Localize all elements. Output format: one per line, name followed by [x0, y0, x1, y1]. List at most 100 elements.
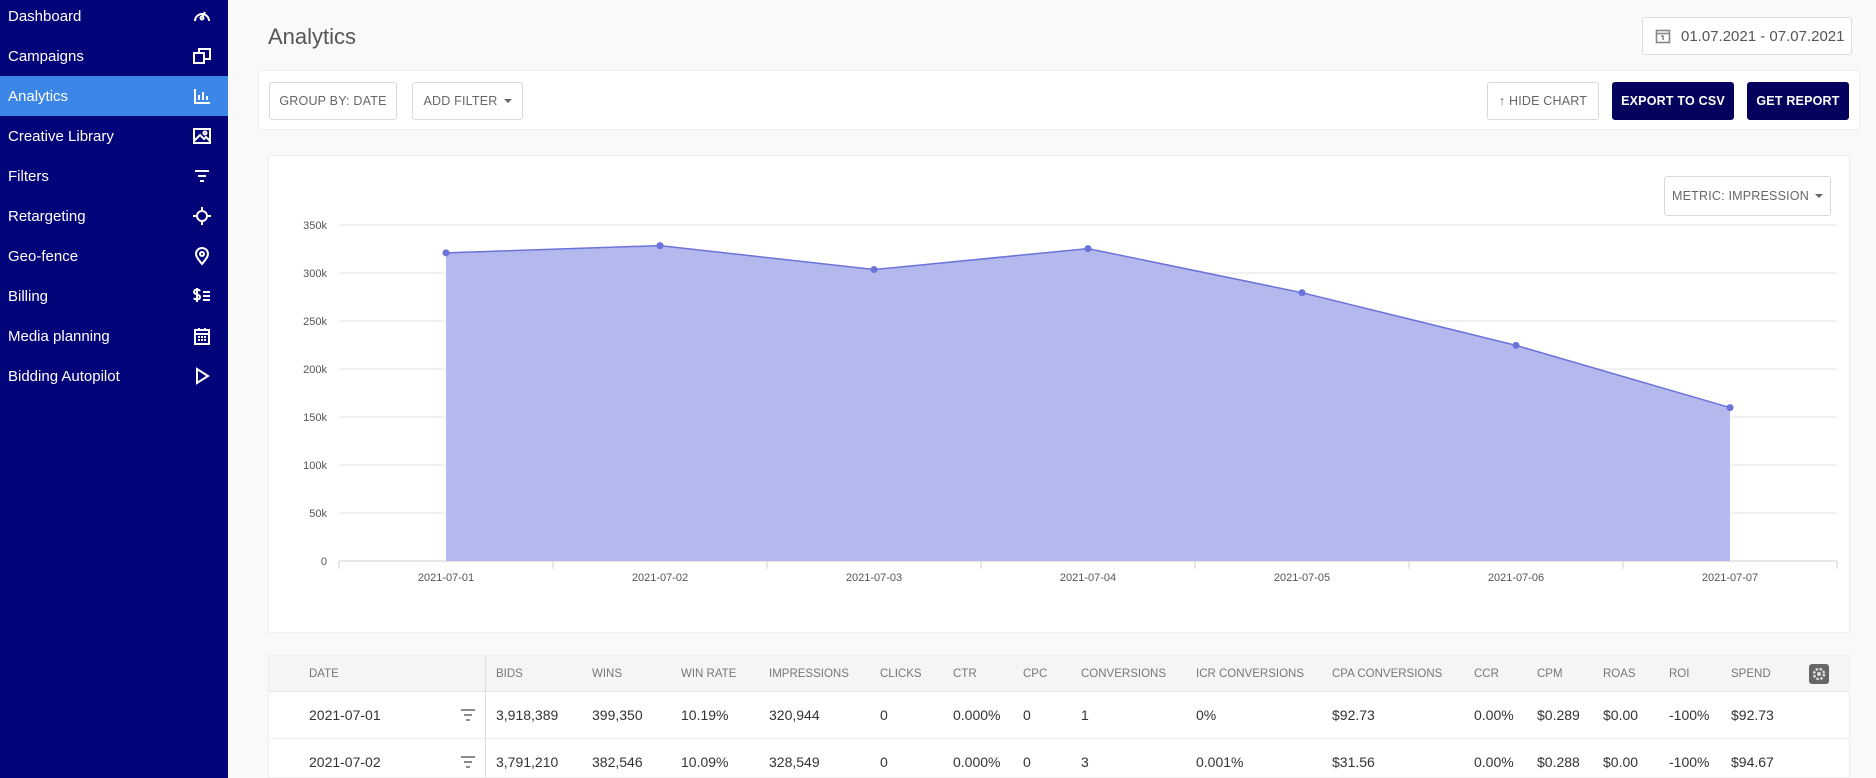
- cell-win-rate: 10.09%: [681, 754, 729, 770]
- y-tick-label: 0: [321, 556, 327, 568]
- gear-icon[interactable]: [1809, 664, 1829, 684]
- y-tick-label: 100k: [303, 460, 327, 472]
- data-point: [870, 266, 878, 274]
- hide-chart-label: ↑ HIDE CHART: [1498, 94, 1588, 108]
- x-tick-label: 2021-07-01: [418, 572, 474, 584]
- hide-chart-button[interactable]: ↑ HIDE CHART: [1487, 82, 1599, 120]
- play-icon: [192, 366, 212, 386]
- sidebar-item-dashboard[interactable]: Dashboard: [0, 0, 228, 36]
- header-ccr[interactable]: CCR: [1474, 668, 1499, 680]
- cell-wins: 399,350: [592, 707, 643, 723]
- sidebar: Dashboard Campaigns Analytics Creative L…: [0, 0, 228, 778]
- cell-roas: $0.00: [1603, 754, 1639, 770]
- x-tick-label: 2021-07-05: [1274, 572, 1330, 584]
- export-csv-button[interactable]: EXPORT TO CSV: [1612, 82, 1734, 120]
- analytics-table: DATE BIDS WINS WIN RATE IMPRESSIONS CLIC…: [268, 655, 1850, 778]
- header-cpc[interactable]: CPC: [1023, 668, 1048, 680]
- header-bids[interactable]: BIDS: [496, 668, 523, 680]
- sidebar-item-geo-fence[interactable]: Geo-fence: [0, 236, 228, 276]
- caret-down-icon: [1814, 194, 1823, 198]
- cell-clicks: 0: [880, 754, 888, 770]
- cell-cpm: $0.288: [1537, 754, 1580, 770]
- header-date[interactable]: DATE: [309, 668, 339, 680]
- header-conversions[interactable]: CONVERSIONS: [1081, 668, 1166, 680]
- metric-selector-label: METRIC: IMPRESSION: [1672, 189, 1809, 203]
- get-report-label: GET REPORT: [1756, 94, 1840, 108]
- sidebar-item-label: Dashboard: [8, 7, 82, 25]
- filter-icon[interactable]: [459, 754, 477, 770]
- table-row: 2021-07-02 3,791,210 382,546 10.09% 328,…: [269, 739, 1849, 777]
- y-tick-label: 300k: [303, 268, 327, 280]
- cell-date: 2021-07-02: [309, 754, 381, 770]
- sidebar-item-campaigns[interactable]: Campaigns: [0, 36, 228, 76]
- sidebar-item-label: Campaigns: [8, 47, 84, 65]
- sidebar-item-analytics[interactable]: Analytics: [0, 76, 228, 116]
- sidebar-item-creative-library[interactable]: Creative Library: [0, 116, 228, 156]
- sidebar-item-label: Bidding Autopilot: [8, 367, 120, 385]
- series-area: [446, 245, 1730, 561]
- y-tick-label: 200k: [303, 364, 327, 376]
- filter-icon: [192, 166, 212, 186]
- filter-icon[interactable]: [459, 707, 477, 723]
- date-range-picker[interactable]: 01.07.2021 - 07.07.2021: [1642, 17, 1852, 55]
- table-row: 2021-07-01 3,918,389 399,350 10.19% 320,…: [269, 692, 1849, 739]
- cell-date: 2021-07-01: [309, 707, 381, 723]
- group-by-label: GROUP BY: DATE: [279, 94, 387, 108]
- header-win-rate[interactable]: WIN RATE: [681, 668, 737, 680]
- header-ctr[interactable]: CTR: [953, 668, 977, 680]
- header-cpa-conversions[interactable]: CPA CONVERSIONS: [1332, 668, 1443, 680]
- cell-roi: -100%: [1669, 707, 1710, 723]
- metric-selector[interactable]: METRIC: IMPRESSION: [1664, 176, 1831, 216]
- header-cpm[interactable]: CPM: [1537, 668, 1563, 680]
- add-filter-label: ADD FILTER: [423, 94, 498, 108]
- header-icr-conversions[interactable]: ICR CONVERSIONS: [1196, 668, 1304, 680]
- crosshair-icon: [192, 206, 212, 226]
- add-filter-button[interactable]: ADD FILTER: [412, 82, 523, 120]
- data-point: [1084, 245, 1092, 253]
- cell-ctr: 0.000%: [953, 754, 1001, 770]
- cell-roas: $0.00: [1603, 707, 1639, 723]
- cell-icr-conversions: 0.001%: [1196, 754, 1244, 770]
- cell-conversions: 1: [1081, 707, 1089, 723]
- cell-cpa-conversions: $92.73: [1332, 707, 1375, 723]
- y-tick-label: 250k: [303, 316, 327, 328]
- sidebar-item-billing[interactable]: Billing: [0, 276, 228, 316]
- column-divider: [485, 656, 486, 777]
- cell-bids: 3,918,389: [496, 707, 559, 723]
- data-point: [656, 242, 664, 250]
- chart-card: 0 50k 100k 150k 200k 250k 300k 350k 2021-07-01 20…: [268, 155, 1850, 633]
- get-report-button[interactable]: GET REPORT: [1747, 82, 1849, 120]
- sidebar-item-label: Geo-fence: [8, 247, 79, 265]
- data-point: [1512, 341, 1520, 349]
- sidebar-item-filters[interactable]: Filters: [0, 156, 228, 196]
- x-tick-label: 2021-07-04: [1060, 572, 1116, 584]
- billing-icon: [192, 286, 212, 306]
- data-point: [1726, 404, 1734, 412]
- x-tick-label: 2021-07-03: [846, 572, 902, 584]
- cell-icr-conversions: 0%: [1196, 707, 1217, 723]
- y-tick-label: 150k: [303, 412, 327, 424]
- header-spend[interactable]: SPEND: [1731, 668, 1771, 680]
- cell-bids: 3,791,210: [496, 754, 559, 770]
- cell-spend: $94.67: [1731, 754, 1774, 770]
- cell-cpc: 0: [1023, 707, 1031, 723]
- sidebar-item-bidding-autopilot[interactable]: Bidding Autopilot: [0, 356, 228, 396]
- sidebar-item-retargeting[interactable]: Retargeting: [0, 196, 228, 236]
- sidebar-item-label: Filters: [8, 167, 49, 185]
- header-impressions[interactable]: IMPRESSIONS: [769, 668, 849, 680]
- calendar-icon: [192, 326, 212, 346]
- header-roi[interactable]: ROI: [1669, 668, 1690, 680]
- cell-ccr: 0.00%: [1474, 754, 1514, 770]
- sidebar-item-label: Retargeting: [8, 207, 86, 225]
- group-by-button[interactable]: GROUP BY: DATE: [269, 82, 397, 120]
- header-clicks[interactable]: CLICKS: [880, 668, 922, 680]
- sidebar-item-label: Analytics: [8, 87, 69, 105]
- cell-impressions: 328,549: [769, 754, 820, 770]
- header-roas[interactable]: ROAS: [1603, 668, 1636, 680]
- sidebar-item-media-planning[interactable]: Media planning: [0, 316, 228, 356]
- cell-cpm: $0.289: [1537, 707, 1580, 723]
- cell-clicks: 0: [880, 707, 888, 723]
- cell-cpa-conversions: $31.56: [1332, 754, 1375, 770]
- date-range-label: 01.07.2021 - 07.07.2021: [1681, 27, 1845, 45]
- header-wins[interactable]: WINS: [592, 668, 623, 680]
